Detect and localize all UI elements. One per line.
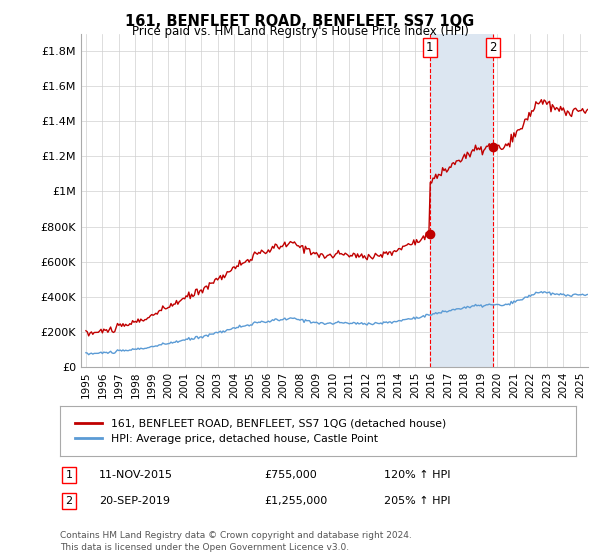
Text: 205% ↑ HPI: 205% ↑ HPI <box>384 496 451 506</box>
Text: 2: 2 <box>65 496 73 506</box>
Text: £755,000: £755,000 <box>264 470 317 480</box>
Text: 1: 1 <box>426 41 433 54</box>
Bar <box>430 34 493 367</box>
Text: Price paid vs. HM Land Registry's House Price Index (HPI): Price paid vs. HM Land Registry's House … <box>131 25 469 38</box>
Text: 20-SEP-2019: 20-SEP-2019 <box>99 496 170 506</box>
Text: 1: 1 <box>65 470 73 480</box>
Text: 2: 2 <box>489 41 496 54</box>
Text: 120% ↑ HPI: 120% ↑ HPI <box>384 470 451 480</box>
Text: £1,255,000: £1,255,000 <box>264 496 327 506</box>
Text: This data is licensed under the Open Government Licence v3.0.: This data is licensed under the Open Gov… <box>60 543 349 552</box>
Legend: 161, BENFLEET ROAD, BENFLEET, SS7 1QG (detached house), HPI: Average price, deta: 161, BENFLEET ROAD, BENFLEET, SS7 1QG (d… <box>71 414 450 448</box>
Text: Contains HM Land Registry data © Crown copyright and database right 2024.: Contains HM Land Registry data © Crown c… <box>60 531 412 540</box>
Text: 161, BENFLEET ROAD, BENFLEET, SS7 1QG: 161, BENFLEET ROAD, BENFLEET, SS7 1QG <box>125 14 475 29</box>
Text: 11-NOV-2015: 11-NOV-2015 <box>99 470 173 480</box>
